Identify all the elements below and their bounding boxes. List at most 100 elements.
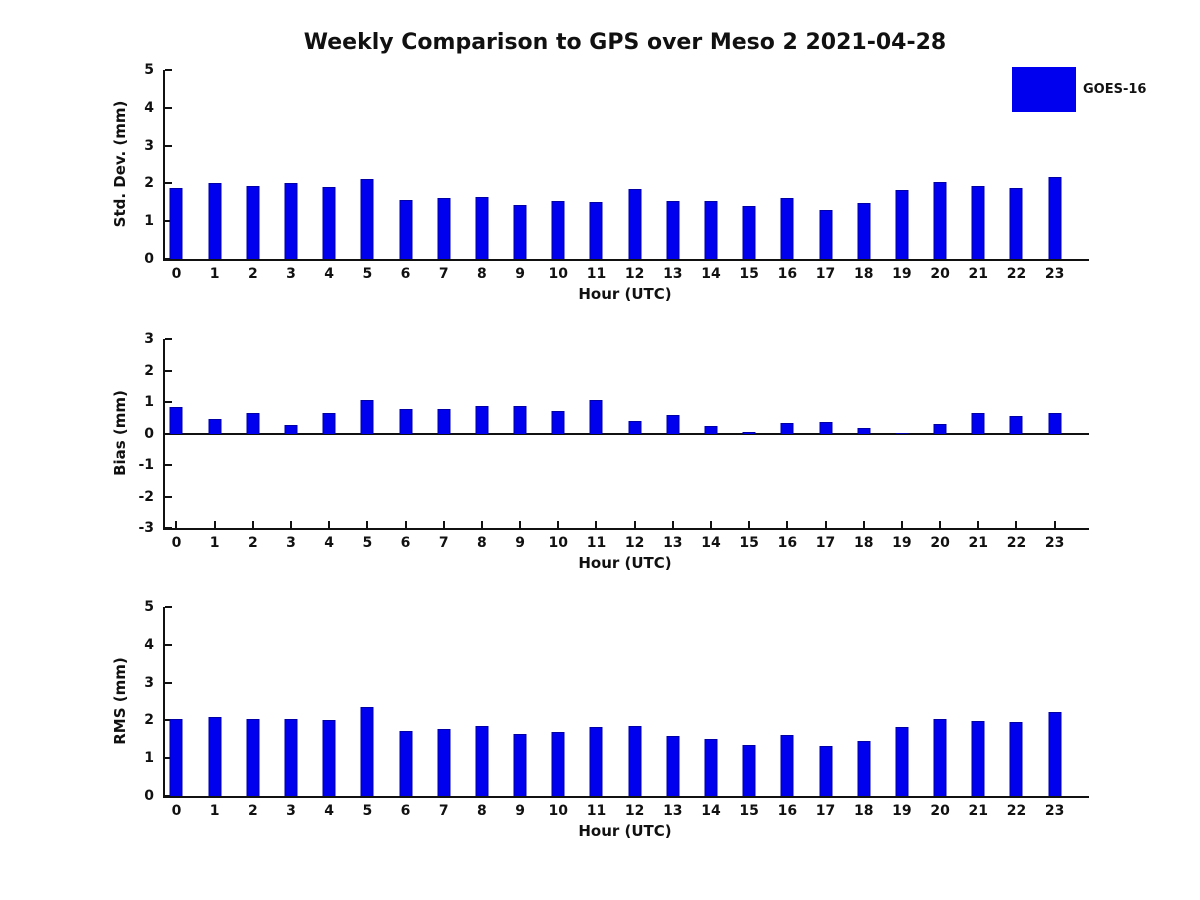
x-tick-label: 3 — [286, 535, 296, 551]
x-tick-label: 7 — [438, 803, 449, 819]
x-axis-label-stddev: Hour (UTC) — [578, 285, 672, 303]
bar-hour-0 — [169, 187, 183, 259]
y-tick-mark — [165, 369, 172, 372]
x-tick-label: 11 — [586, 266, 607, 282]
y-tick-mark — [165, 338, 172, 340]
y-tick-mark — [165, 643, 172, 646]
x-tick-mark — [328, 521, 331, 528]
bar-hour-0 — [169, 406, 183, 434]
x-tick-mark — [442, 521, 445, 528]
bar-hour-15 — [742, 431, 756, 434]
y-axis-label-bias: Bias (mm) — [111, 390, 129, 476]
x-tick-label: 18 — [853, 803, 874, 819]
x-tick-mark — [862, 521, 865, 528]
x-tick-label: 7 — [438, 535, 449, 551]
x-tick-mark — [480, 521, 483, 528]
bar-hour-18 — [857, 203, 871, 259]
y-axis-label-stddev: Std. Dev. (mm) — [111, 100, 129, 228]
x-tick-mark — [557, 521, 560, 528]
x-tick-label: 4 — [324, 535, 335, 551]
x-tick-label: 16 — [777, 803, 798, 819]
y-tick-label: 3 — [144, 331, 154, 347]
x-tick-label: 22 — [1006, 535, 1027, 551]
x-tick-label: 19 — [892, 535, 912, 551]
x-tick-label: 6 — [400, 803, 411, 819]
bar-hour-22 — [1009, 722, 1023, 796]
x-tick-label: 2 — [247, 266, 258, 282]
bar-hour-1 — [208, 717, 222, 796]
x-axis-label-rms: Hour (UTC) — [578, 822, 672, 840]
x-tick-mark — [671, 521, 674, 528]
x-tick-label: 20 — [930, 803, 950, 819]
x-axis-label-bias: Hour (UTC) — [578, 554, 672, 572]
y-tick-label: 1 — [144, 750, 154, 767]
bar-hour-8 — [475, 406, 489, 434]
x-tick-mark — [748, 521, 751, 528]
x-tick-label: 1 — [209, 535, 220, 551]
y-tick-label: 0 — [144, 788, 154, 804]
x-tick-label: 12 — [624, 535, 645, 551]
y-tick-label: 1 — [144, 394, 154, 410]
figure-title: Weekly Comparison to GPS over Meso 2 202… — [303, 30, 947, 55]
x-tick-label: 2 — [247, 803, 258, 819]
plot-area-bias: -3 -2 -1 0 1 2 3 0 1 2 3 4 5 6 7 8 9 10 11 12 13 14 15 16 17 18 19… — [138, 332, 1089, 550]
x-tick-label: 11 — [586, 803, 607, 819]
x-tick-label: 8 — [477, 266, 487, 282]
y-tick-mark — [165, 182, 172, 185]
x-tick-label: 23 — [1044, 803, 1065, 819]
x-tick-mark — [824, 521, 827, 528]
y-tick-mark — [165, 757, 172, 760]
bar-hour-6 — [399, 731, 413, 796]
x-tick-label: 9 — [515, 803, 525, 819]
x-tick-label: 21 — [968, 803, 989, 819]
x-tick-label: 16 — [777, 266, 798, 282]
x-tick-label: 8 — [477, 803, 487, 819]
x-tick-label: 10 — [548, 803, 569, 819]
y-tick-mark — [165, 106, 172, 109]
bar-hour-20 — [933, 181, 947, 259]
bar-hour-23 — [1048, 177, 1062, 259]
y-tick-mark — [165, 69, 172, 71]
x-tick-mark — [366, 521, 369, 528]
x-tick-label: 6 — [400, 535, 411, 551]
x-tick-label: 3 — [286, 266, 296, 282]
bar-hour-16 — [780, 423, 794, 434]
bar-hour-13 — [666, 201, 680, 259]
x-tick-mark — [977, 521, 980, 528]
x-tick-label: 23 — [1044, 266, 1065, 282]
x-tick-label: 10 — [548, 266, 569, 282]
bar-hour-23 — [1048, 711, 1062, 796]
x-tick-mark — [595, 521, 598, 528]
bar-hour-13 — [666, 414, 680, 434]
bar-hour-22 — [1009, 415, 1023, 434]
bar-hour-11 — [589, 202, 603, 259]
bar-hour-19 — [895, 432, 909, 434]
y-tick-label: 3 — [144, 674, 154, 691]
x-tick-label: 7 — [438, 266, 449, 282]
x-tick-mark — [213, 521, 216, 528]
bar-hour-2 — [246, 719, 260, 796]
x-tick-label: 16 — [777, 535, 798, 551]
x-tick-label: 15 — [739, 803, 759, 819]
bar-hour-2 — [246, 413, 260, 434]
bar-hour-20 — [933, 424, 947, 434]
x-tick-mark — [290, 521, 292, 528]
bar-hour-1 — [208, 419, 222, 434]
bar-hour-4 — [322, 412, 336, 434]
bar-hour-7 — [437, 198, 451, 259]
x-tick-mark — [1053, 521, 1056, 528]
bar-hour-5 — [360, 178, 374, 259]
x-tick-label: 14 — [701, 803, 721, 819]
y-tick-label: 4 — [144, 636, 154, 653]
x-tick-label: 9 — [515, 535, 525, 551]
x-tick-mark — [1015, 521, 1018, 528]
y-tick-label: 2 — [144, 712, 154, 729]
bar-hour-4 — [322, 720, 336, 796]
plot-area-rms: 0 1 2 3 4 5 0 1 2 3 4 5 6 7 8 9 10 11 12 13 14 15 16 17 18 19 20 21… — [144, 600, 1089, 818]
y-tick-mark — [165, 681, 172, 684]
x-tick-label: 17 — [815, 266, 836, 282]
bar-hour-10 — [551, 201, 565, 259]
legend-swatch — [1012, 67, 1076, 112]
y-tick-mark — [165, 258, 172, 260]
bar-hour-19 — [895, 726, 909, 796]
